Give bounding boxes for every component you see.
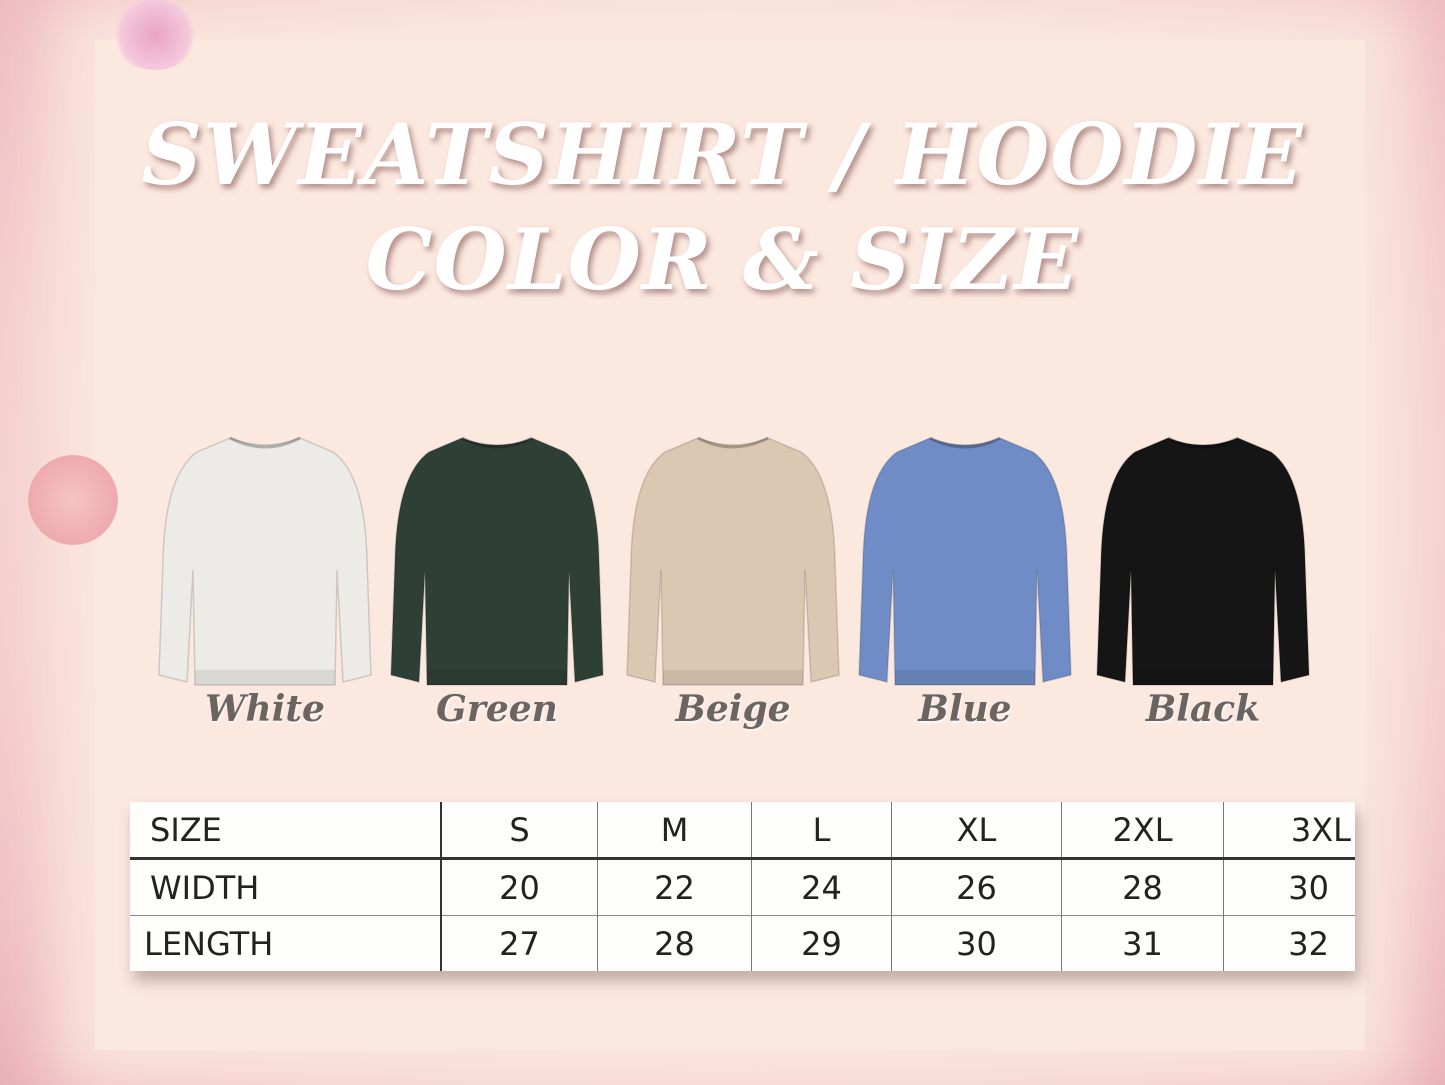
- header-cell: 2XL: [1061, 802, 1224, 860]
- flower-decoration: [110, 0, 200, 70]
- sweatshirt-blue: [855, 430, 1075, 690]
- sweatshirt-white: [155, 430, 375, 690]
- table-cell: 26: [891, 858, 1062, 916]
- header-cell: XL: [891, 802, 1062, 860]
- sweatshirt-green: [387, 430, 607, 690]
- header-cell: M: [597, 802, 752, 860]
- header-cell: S: [440, 802, 598, 860]
- table-cell: 31: [1061, 915, 1224, 971]
- table-cell: 24: [751, 858, 892, 916]
- color-label: White: [205, 688, 325, 730]
- color-label: Green: [436, 688, 558, 730]
- table-header-row: SIZE S M L XL 2XL 3XL: [130, 802, 1355, 860]
- table-cell: 32: [1223, 915, 1355, 971]
- size-table: SIZE S M L XL 2XL 3XL WIDTH 20 22 24 26 …: [130, 802, 1355, 971]
- table-cell: 30: [891, 915, 1062, 971]
- title-line-1: SWEATSHIRT / HOODIE: [141, 105, 1304, 204]
- sweatshirt-beige: [623, 430, 843, 690]
- table-cell: 28: [1061, 858, 1224, 916]
- header-cell: SIZE: [130, 802, 441, 860]
- color-label: Blue: [918, 688, 1012, 730]
- table-cell: 30: [1223, 858, 1355, 916]
- table-cell: 28: [597, 915, 752, 971]
- table-row: LENGTH 27 28 29 30 31 32: [130, 915, 1355, 971]
- table-cell: 29: [751, 915, 892, 971]
- title-line-2: COLOR & SIZE: [365, 210, 1080, 309]
- header-cell: 3XL: [1223, 802, 1355, 860]
- table-cell: 20: [440, 858, 598, 916]
- table-row: WIDTH 20 22 24 26 28 30: [130, 858, 1355, 916]
- sweatshirt-black: [1093, 430, 1313, 690]
- table-cell: 27: [440, 915, 598, 971]
- row-label: LENGTH: [130, 915, 441, 971]
- header-cell: L: [751, 802, 892, 860]
- color-label: Black: [1145, 688, 1261, 730]
- color-label: Beige: [675, 688, 791, 730]
- table-cell: 22: [597, 858, 752, 916]
- row-label: WIDTH: [150, 868, 260, 907]
- button-decoration: [28, 455, 118, 545]
